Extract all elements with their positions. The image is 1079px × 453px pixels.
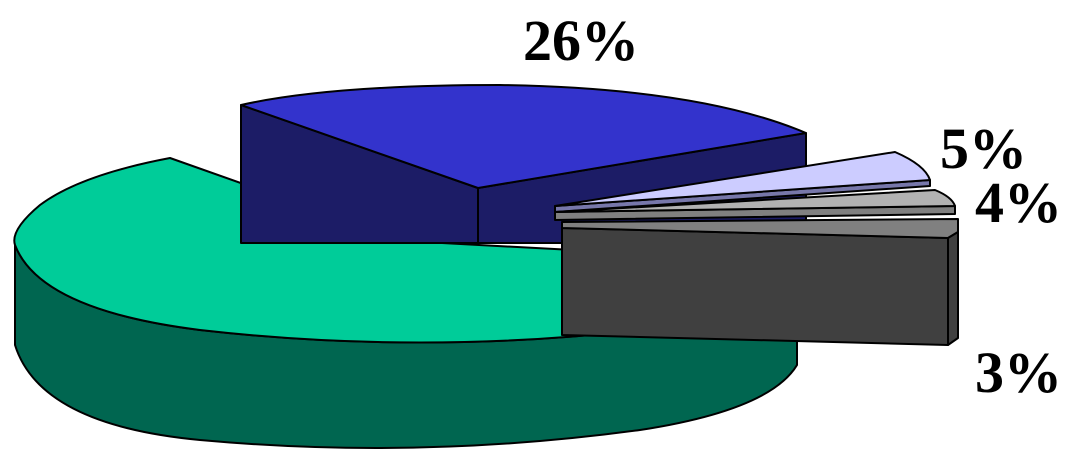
pie-slice-s2-top <box>240 84 807 189</box>
pie-label-s5: 3% <box>975 340 1062 405</box>
pie-label-s4: 4% <box>975 170 1062 235</box>
pie-slice-s3-top <box>554 151 931 207</box>
pie-slice-s4 <box>554 189 956 221</box>
pie-slice-s2 <box>240 84 807 244</box>
pie-label-s3: 5% <box>940 116 1027 181</box>
pie-slice-s4-top <box>554 189 956 213</box>
pie-slice-s5-edge <box>947 231 959 346</box>
pie-slice-s3 <box>554 151 931 213</box>
pie-label-s2: 26% <box>523 8 639 73</box>
pie-slice-s5-side <box>561 227 949 346</box>
pie-slice-s5 <box>561 218 959 346</box>
